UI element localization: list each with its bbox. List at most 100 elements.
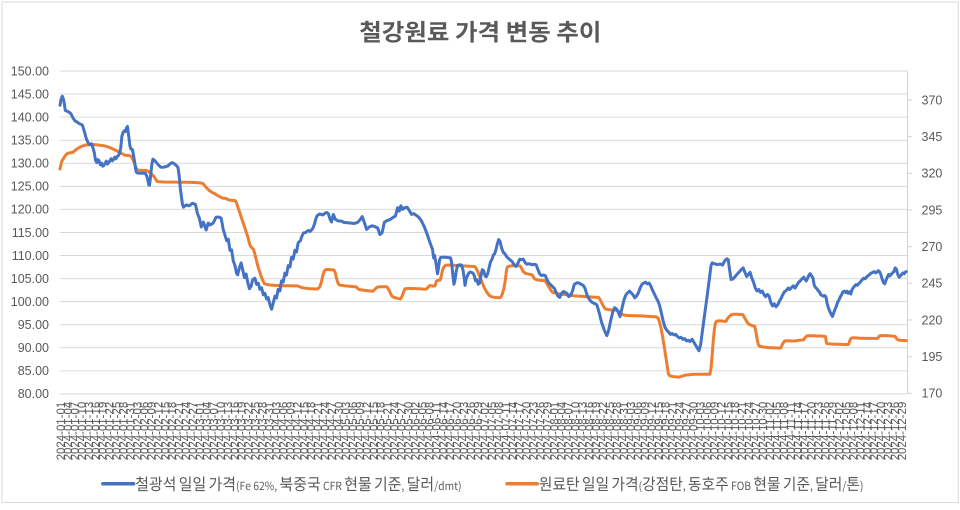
svg-text:2024-04-09: 2024-04-09: [283, 401, 297, 460]
svg-text:80.00: 80.00: [18, 387, 49, 401]
svg-text:2024-10-09: 2024-10-09: [707, 401, 721, 460]
svg-text:2024-06-11: 2024-06-11: [429, 401, 443, 460]
svg-text:2024-05-03: 2024-05-03: [339, 401, 353, 460]
svg-text:2024-02-15: 2024-02-15: [158, 401, 172, 460]
svg-text:2024-09-03: 2024-09-03: [624, 401, 638, 460]
svg-text:2024-07-26: 2024-07-26: [534, 401, 548, 460]
svg-text:2024-02-18: 2024-02-18: [165, 401, 179, 460]
svg-text:2024-10-30: 2024-10-30: [756, 401, 770, 460]
svg-text:2024-07-02: 2024-07-02: [478, 401, 492, 460]
svg-text:2024-07-05: 2024-07-05: [485, 401, 499, 460]
svg-text:2024-12-29: 2024-12-29: [895, 401, 909, 460]
svg-text:2024-01-01: 2024-01-01: [54, 401, 68, 460]
svg-text:2024-08-07: 2024-08-07: [561, 401, 575, 460]
svg-text:245: 245: [922, 277, 943, 291]
svg-text:2024-01-28: 2024-01-28: [117, 401, 131, 460]
svg-text:145.00: 145.00: [11, 87, 49, 101]
svg-text:2024-05-18: 2024-05-18: [374, 401, 388, 460]
svg-text:2024-03-25: 2024-03-25: [249, 401, 263, 460]
svg-text:2024-07-20: 2024-07-20: [520, 401, 534, 460]
svg-text:2024-11-11: 2024-11-11: [784, 401, 798, 460]
svg-text:2024-09-06: 2024-09-06: [631, 401, 645, 460]
svg-text:2024-04-15: 2024-04-15: [297, 401, 311, 460]
svg-text:2024-04-21: 2024-04-21: [311, 401, 325, 460]
svg-text:2024-10-06: 2024-10-06: [700, 401, 714, 460]
svg-text:130.00: 130.00: [11, 157, 49, 171]
svg-text:2024-12-02: 2024-12-02: [833, 401, 847, 460]
svg-text:2024-06-08: 2024-06-08: [422, 401, 436, 460]
svg-text:2024-04-18: 2024-04-18: [304, 401, 318, 460]
svg-text:2024-09-09: 2024-09-09: [638, 401, 652, 460]
svg-text:2024-01-25: 2024-01-25: [110, 401, 124, 460]
svg-text:2024-05-09: 2024-05-09: [353, 401, 367, 460]
svg-text:2024-01-19: 2024-01-19: [96, 401, 110, 460]
svg-text:2024-06-05: 2024-06-05: [415, 401, 429, 460]
svg-text:2024-03-19: 2024-03-19: [235, 401, 249, 460]
svg-text:295: 295: [922, 203, 943, 217]
svg-text:2024-11-17: 2024-11-17: [798, 401, 812, 460]
svg-text:2024-08-25: 2024-08-25: [603, 401, 617, 460]
svg-text:115.00: 115.00: [12, 226, 49, 240]
svg-text:2024-08-31: 2024-08-31: [617, 401, 631, 460]
svg-text:2024-03-04: 2024-03-04: [200, 401, 214, 460]
svg-text:2024-10-18: 2024-10-18: [728, 401, 742, 460]
svg-text:2024-03-01: 2024-03-01: [193, 401, 207, 460]
svg-text:2024-08-04: 2024-08-04: [555, 401, 569, 460]
svg-text:2024-07-11: 2024-07-11: [499, 401, 513, 460]
svg-text:2024-11-02: 2024-11-02: [763, 401, 777, 460]
svg-text:2024-02-27: 2024-02-27: [186, 401, 200, 460]
svg-text:220: 220: [922, 313, 943, 327]
svg-text:2024-08-22: 2024-08-22: [596, 401, 610, 460]
svg-text:105.00: 105.00: [11, 272, 49, 286]
svg-text:2024-03-10: 2024-03-10: [214, 401, 228, 460]
svg-text:2024-06-17: 2024-06-17: [443, 401, 457, 460]
svg-text:2024-03-31: 2024-03-31: [263, 401, 277, 460]
svg-text:2024-09-15: 2024-09-15: [652, 401, 666, 460]
svg-text:2024-12-23: 2024-12-23: [881, 401, 895, 460]
svg-text:2024-07-08: 2024-07-08: [492, 401, 506, 460]
svg-text:2024-09-27: 2024-09-27: [680, 401, 694, 460]
svg-text:2024-08-16: 2024-08-16: [582, 401, 596, 460]
svg-text:2024-07-17: 2024-07-17: [513, 401, 527, 460]
svg-text:320: 320: [922, 167, 943, 181]
svg-text:2024-08-13: 2024-08-13: [575, 401, 589, 460]
svg-text:2024-08-01: 2024-08-01: [548, 401, 562, 460]
svg-text:110.00: 110.00: [12, 249, 49, 263]
svg-text:2024-08-10: 2024-08-10: [568, 401, 582, 460]
svg-text:125.00: 125.00: [11, 180, 49, 194]
svg-text:2024-11-23: 2024-11-23: [812, 401, 826, 460]
svg-text:2024-05-12: 2024-05-12: [360, 401, 374, 460]
svg-text:2024-04-30: 2024-04-30: [332, 401, 346, 460]
svg-text:2024-03-22: 2024-03-22: [242, 401, 256, 460]
svg-text:95.00: 95.00: [18, 318, 49, 332]
svg-text:2024-06-26: 2024-06-26: [464, 401, 478, 460]
svg-text:2024-04-24: 2024-04-24: [318, 401, 332, 460]
svg-text:2024-10-03: 2024-10-03: [694, 401, 708, 460]
svg-text:2024-07-29: 2024-07-29: [541, 401, 555, 460]
svg-text:2024-01-07: 2024-01-07: [68, 401, 82, 460]
svg-text:2024-06-29: 2024-06-29: [471, 401, 485, 460]
svg-text:2024-01-16: 2024-01-16: [89, 401, 103, 460]
svg-text:2024-09-21: 2024-09-21: [666, 401, 680, 460]
svg-text:2024-02-09: 2024-02-09: [144, 401, 158, 460]
svg-text:2024-12-11: 2024-12-11: [853, 401, 867, 460]
svg-text:345: 345: [922, 130, 943, 144]
svg-text:2024-03-16: 2024-03-16: [228, 401, 242, 460]
svg-text:2024-10-12: 2024-10-12: [714, 401, 728, 460]
svg-text:2024-11-29: 2024-11-29: [826, 401, 840, 460]
svg-text:2024-11-05: 2024-11-05: [770, 401, 784, 460]
svg-text:2024-11-08: 2024-11-08: [777, 401, 791, 460]
svg-text:2024-02-12: 2024-02-12: [151, 401, 165, 460]
svg-text:170: 170: [922, 387, 943, 401]
svg-text:2024-04-03: 2024-04-03: [270, 401, 284, 460]
svg-text:2024-05-15: 2024-05-15: [367, 401, 381, 460]
svg-text:2024-06-23: 2024-06-23: [457, 401, 471, 460]
svg-text:2024-05-24: 2024-05-24: [388, 401, 402, 460]
svg-text:2024-06-20: 2024-06-20: [450, 401, 464, 460]
svg-text:2024-09-30: 2024-09-30: [687, 401, 701, 460]
svg-text:270: 270: [922, 240, 943, 254]
svg-text:2024-07-23: 2024-07-23: [527, 401, 541, 460]
svg-text:2024-04-06: 2024-04-06: [276, 401, 290, 460]
svg-text:2024-02-03: 2024-02-03: [131, 401, 145, 460]
svg-text:2024-01-31: 2024-01-31: [124, 401, 138, 460]
